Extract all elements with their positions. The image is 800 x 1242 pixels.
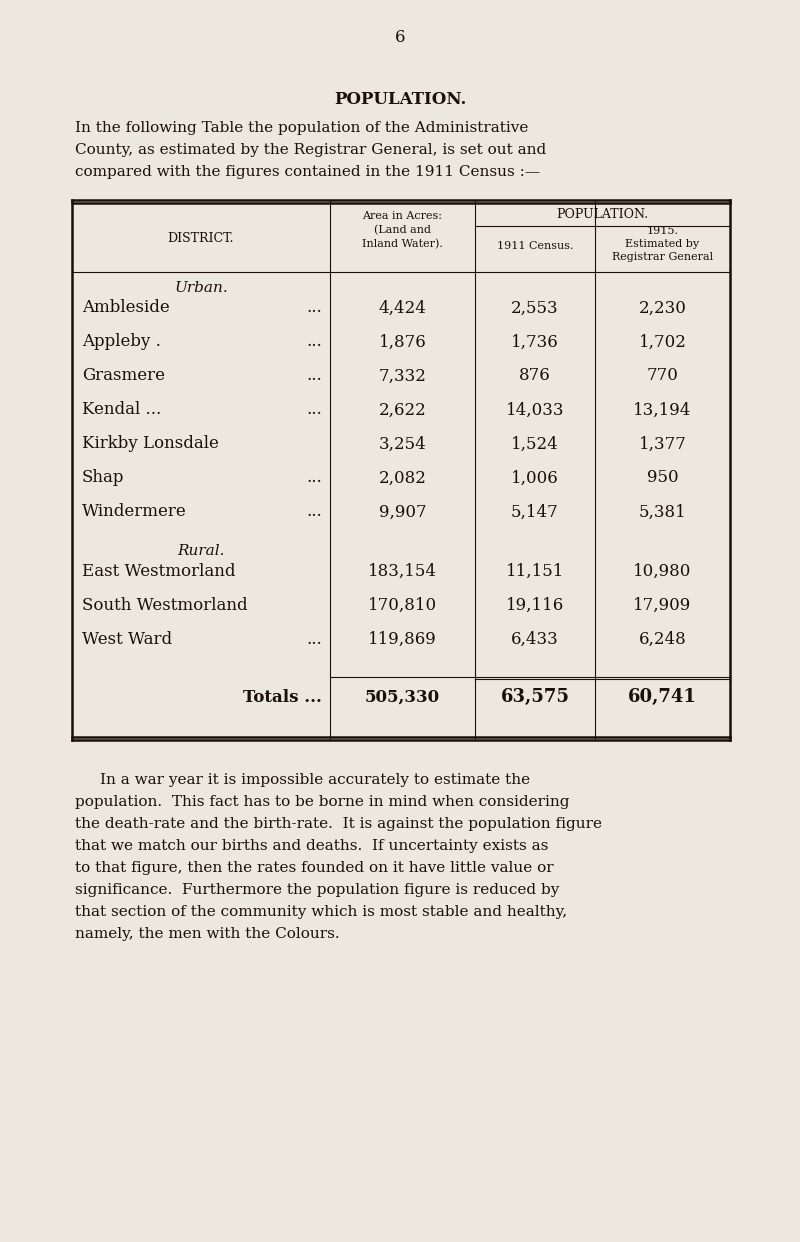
Text: 770: 770 <box>646 368 678 385</box>
Text: 17,909: 17,909 <box>634 596 692 614</box>
Text: ...: ... <box>306 469 322 487</box>
Text: 13,194: 13,194 <box>634 401 692 419</box>
Text: 7,332: 7,332 <box>378 368 426 385</box>
Text: Grasmere: Grasmere <box>82 368 165 385</box>
Text: Ambleside: Ambleside <box>82 299 170 317</box>
Text: Urban.: Urban. <box>174 281 228 296</box>
Text: Windermere: Windermere <box>82 503 186 520</box>
Text: ...: ... <box>306 631 322 647</box>
Text: ...: ... <box>306 368 322 385</box>
Text: 950: 950 <box>646 469 678 487</box>
Text: Appleby .: Appleby . <box>82 334 161 350</box>
Text: ...: ... <box>306 299 322 317</box>
Text: Area in Acres:
(Land and
Inland Water).: Area in Acres: (Land and Inland Water). <box>362 211 443 250</box>
Text: to that figure, then the rates founded on it have little value or: to that figure, then the rates founded o… <box>75 861 554 876</box>
Text: 19,116: 19,116 <box>506 596 564 614</box>
Text: 14,033: 14,033 <box>506 401 564 419</box>
Text: South Westmorland: South Westmorland <box>82 596 248 614</box>
Text: 876: 876 <box>519 368 551 385</box>
Text: East Westmorland: East Westmorland <box>82 563 235 580</box>
Text: 2,230: 2,230 <box>638 299 686 317</box>
Text: 60,741: 60,741 <box>628 688 697 705</box>
Text: 6: 6 <box>394 30 406 46</box>
Text: 5,381: 5,381 <box>638 503 686 520</box>
Text: 6,248: 6,248 <box>638 631 686 647</box>
Text: 11,151: 11,151 <box>506 563 564 580</box>
Text: 170,810: 170,810 <box>368 596 437 614</box>
Text: 1,377: 1,377 <box>638 436 686 452</box>
Text: 1,702: 1,702 <box>638 334 686 350</box>
Text: POPULATION.: POPULATION. <box>557 207 649 221</box>
Text: Rural.: Rural. <box>178 544 225 558</box>
Text: 1915.
Estimated by
Registrar General: 1915. Estimated by Registrar General <box>612 226 713 262</box>
Text: POPULATION.: POPULATION. <box>334 92 466 108</box>
Text: ...: ... <box>306 401 322 419</box>
Text: 1,006: 1,006 <box>511 469 559 487</box>
Text: population.  This fact has to be borne in mind when considering: population. This fact has to be borne in… <box>75 795 570 809</box>
Text: that section of the community which is most stable and healthy,: that section of the community which is m… <box>75 905 567 919</box>
Text: significance.  Furthermore the population figure is reduced by: significance. Furthermore the population… <box>75 883 559 897</box>
Text: 4,424: 4,424 <box>378 299 426 317</box>
Text: 1,524: 1,524 <box>511 436 559 452</box>
Text: West Ward: West Ward <box>82 631 172 647</box>
Text: Shap: Shap <box>82 469 125 487</box>
Text: 1,736: 1,736 <box>511 334 559 350</box>
Text: Kendal ...: Kendal ... <box>82 401 162 419</box>
Text: Kirkby Lonsdale: Kirkby Lonsdale <box>82 436 219 452</box>
Text: 3,254: 3,254 <box>378 436 426 452</box>
Text: compared with the figures contained in the 1911 Census :—: compared with the figures contained in t… <box>75 165 540 179</box>
Text: 2,553: 2,553 <box>511 299 559 317</box>
Text: that we match our births and deaths.  If uncertainty exists as: that we match our births and deaths. If … <box>75 840 548 853</box>
Text: namely, the men with the Colours.: namely, the men with the Colours. <box>75 927 340 941</box>
Text: Totals ...: Totals ... <box>243 688 322 705</box>
Text: 63,575: 63,575 <box>501 688 570 705</box>
Text: 183,154: 183,154 <box>368 563 437 580</box>
Text: 1911 Census.: 1911 Census. <box>497 241 574 251</box>
Text: County, as estimated by the Registrar General, is set out and: County, as estimated by the Registrar Ge… <box>75 143 546 156</box>
Text: 2,082: 2,082 <box>378 469 426 487</box>
Text: ...: ... <box>306 503 322 520</box>
Text: 10,980: 10,980 <box>634 563 692 580</box>
Text: 505,330: 505,330 <box>365 688 440 705</box>
Text: ...: ... <box>306 334 322 350</box>
Text: 1,876: 1,876 <box>378 334 426 350</box>
Text: 6,433: 6,433 <box>511 631 559 647</box>
Text: 5,147: 5,147 <box>511 503 559 520</box>
Text: 2,622: 2,622 <box>378 401 426 419</box>
Text: DISTRICT.: DISTRICT. <box>168 231 234 245</box>
Text: 9,907: 9,907 <box>378 503 426 520</box>
Text: In the following Table the population of the Administrative: In the following Table the population of… <box>75 120 528 135</box>
Text: In a war year it is impossible accurately to estimate the: In a war year it is impossible accuratel… <box>100 773 530 787</box>
Text: the death-rate and the birth-rate.  It is against the population figure: the death-rate and the birth-rate. It is… <box>75 817 602 831</box>
Text: 119,869: 119,869 <box>368 631 437 647</box>
